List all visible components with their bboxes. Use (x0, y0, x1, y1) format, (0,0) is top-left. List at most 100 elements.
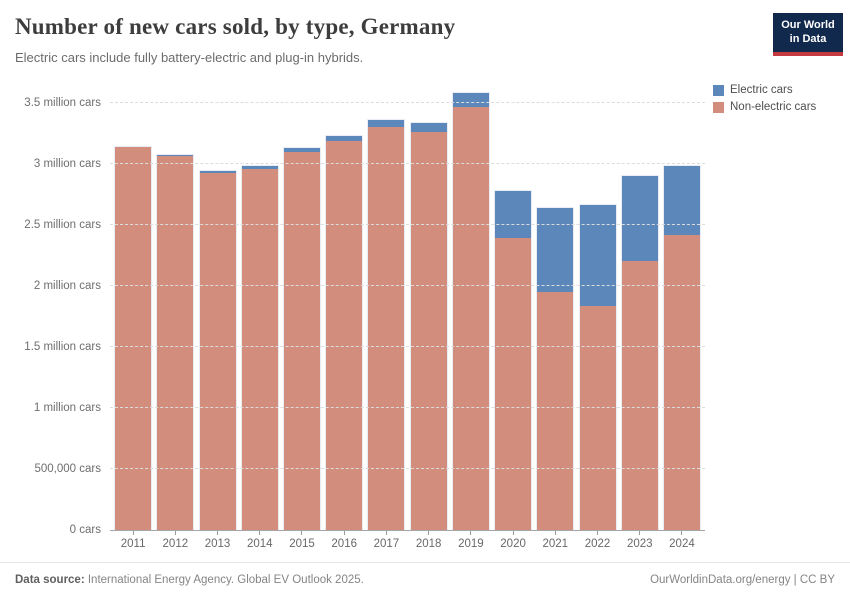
segment-non-electric-2023[interactable] (621, 261, 658, 530)
segment-non-electric-2016[interactable] (326, 140, 363, 530)
x-axis-tick (301, 531, 303, 535)
bar-2017[interactable] (367, 119, 406, 530)
segment-electric-2024[interactable] (663, 166, 700, 235)
bar-slot-2019 (450, 85, 492, 530)
x-axis-tick (217, 531, 219, 535)
gridline (110, 102, 705, 104)
credit-line[interactable]: OurWorldinData.org/energy | CC BY (650, 574, 835, 586)
x-axis-label-2022: 2022 (584, 538, 611, 550)
x-axis-label-2011: 2011 (120, 538, 146, 550)
x-axis-label-2012: 2012 (162, 538, 189, 550)
x-axis-label-2016: 2016 (331, 538, 357, 550)
x-axis-tick (385, 531, 387, 535)
segment-electric-2013[interactable] (199, 171, 236, 173)
bar-2013[interactable] (198, 170, 237, 530)
bar-2012[interactable] (156, 153, 195, 530)
segment-non-electric-2019[interactable] (452, 106, 489, 530)
bar-2022[interactable] (578, 204, 617, 530)
owid-logo-line2: in Data (789, 32, 827, 45)
bar-2024[interactable] (662, 165, 701, 530)
legend-item-electric-cars[interactable]: Electric cars (713, 84, 816, 96)
y-axis-tick-label: 3 million cars (33, 158, 101, 171)
bar-2023[interactable] (620, 175, 659, 530)
x-cell-2017: 2017 (365, 531, 407, 550)
x-axis-label-2021: 2021 (542, 538, 569, 550)
bar-2021[interactable] (536, 206, 575, 530)
bar-2019[interactable] (451, 92, 490, 530)
x-axis-tick (174, 531, 176, 535)
y-axis-tick-label: 3.5 million cars (24, 97, 101, 110)
segment-electric-2012[interactable] (157, 154, 194, 156)
legend-item-non-electric-cars[interactable]: Non-electric cars (713, 101, 816, 113)
x-axis-label-2020: 2020 (500, 538, 526, 550)
gridline (110, 224, 705, 226)
x-cell-2016: 2016 (323, 531, 365, 550)
segment-electric-2019[interactable] (452, 93, 489, 107)
y-axis-tick-label: 1 million cars (33, 402, 101, 415)
owid-logo[interactable]: Our World in Data (773, 13, 843, 56)
x-cell-2018: 2018 (408, 531, 450, 550)
x-cell-2023: 2023 (619, 531, 661, 550)
segment-electric-2023[interactable] (621, 176, 658, 262)
bar-slot-2015 (281, 85, 323, 530)
x-axis-tick (428, 531, 430, 535)
segment-non-electric-2014[interactable] (241, 168, 278, 530)
bar-2018[interactable] (409, 122, 448, 530)
x-axis-tick (554, 531, 556, 535)
y-axis-tick-label: 2 million cars (33, 280, 101, 293)
x-axis-tick (597, 531, 599, 535)
x-axis-label-2019: 2019 (458, 538, 484, 550)
gridline (110, 407, 705, 409)
y-axis-tick-label: 2.5 million cars (24, 219, 101, 232)
segment-non-electric-2012[interactable] (157, 155, 194, 530)
segment-electric-2014[interactable] (241, 166, 278, 169)
segment-non-electric-2021[interactable] (537, 291, 574, 530)
legend-label: Electric cars (730, 84, 793, 96)
x-axis-tick (512, 531, 514, 535)
bar-slot-2016 (323, 85, 365, 530)
segment-electric-2020[interactable] (495, 190, 532, 239)
y-axis-tick-label: 0 cars (69, 524, 101, 536)
footer: Data source: International Energy Agency… (0, 562, 850, 600)
bar-slot-2011 (112, 85, 154, 530)
x-axis-label-2015: 2015 (289, 538, 315, 550)
x-axis-tick (470, 531, 472, 535)
segment-non-electric-2024[interactable] (663, 234, 700, 530)
segment-electric-2017[interactable] (368, 120, 405, 128)
x-cell-2013: 2013 (196, 531, 238, 550)
bar-2015[interactable] (282, 146, 321, 530)
segment-electric-2021[interactable] (537, 207, 574, 292)
x-cell-2020: 2020 (492, 531, 534, 550)
x-axis-tick (681, 531, 683, 535)
bar-2011[interactable] (114, 145, 153, 530)
segment-non-electric-2022[interactable] (579, 306, 616, 530)
bar-2020[interactable] (494, 189, 533, 530)
x-axis-tick (343, 531, 345, 535)
legend: Electric cars Non-electric cars (713, 84, 816, 118)
segment-electric-2022[interactable] (579, 205, 616, 307)
segment-non-electric-2013[interactable] (199, 172, 236, 530)
segment-non-electric-2020[interactable] (495, 238, 532, 530)
segment-non-electric-2018[interactable] (410, 132, 447, 530)
bar-2014[interactable] (240, 165, 279, 530)
segment-non-electric-2011[interactable] (115, 146, 152, 530)
x-axis-label-2013: 2013 (204, 538, 231, 550)
segment-electric-2015[interactable] (283, 147, 320, 152)
bar-slot-2018 (408, 85, 450, 530)
x-cell-2015: 2015 (281, 531, 323, 550)
y-axis-tick-label: 500,000 cars (34, 463, 102, 476)
bar-slot-2023 (619, 85, 661, 530)
segment-electric-2016[interactable] (326, 136, 363, 141)
gridline (110, 163, 705, 165)
bar-slot-2022 (576, 85, 618, 530)
segment-non-electric-2017[interactable] (368, 127, 405, 530)
bar-2016[interactable] (325, 135, 364, 530)
data-source: Data source: International Energy Agency… (15, 574, 364, 600)
segment-non-electric-2015[interactable] (283, 151, 320, 530)
legend-swatch (713, 84, 724, 96)
data-source-text: International Energy Agency. Global EV O… (84, 574, 364, 586)
bar-slot-2014 (239, 85, 281, 530)
gridline (110, 285, 705, 287)
segment-electric-2018[interactable] (410, 123, 447, 133)
